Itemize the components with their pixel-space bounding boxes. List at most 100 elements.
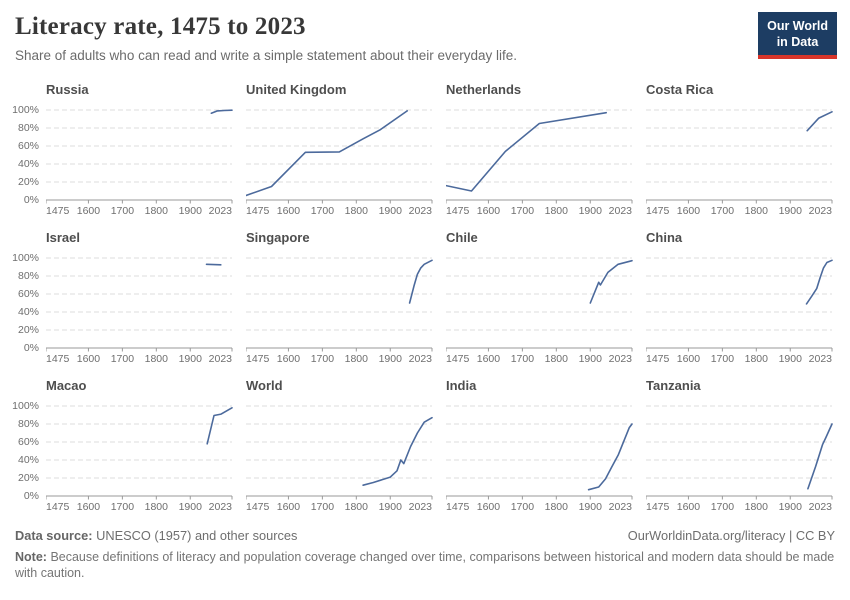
x-tick-label: 1475	[246, 353, 270, 365]
x-tick-label: 2023	[809, 353, 833, 365]
facet-plot: 1475 1600 1700 1800 1900 2023	[246, 257, 433, 365]
facet-russia: Russia 1475 1600 1700 1800 1900 2023	[46, 80, 233, 220]
y-tick-label: 40%	[17, 157, 39, 170]
x-tick-label: 1700	[111, 205, 135, 217]
facet-plot: 1475 1600 1700 1800 1900 2023	[46, 257, 233, 365]
footnote-text: Because definitions of literacy and popu…	[15, 550, 835, 581]
x-tick-label: 1700	[511, 205, 535, 217]
y-tick-label: 60%	[17, 139, 39, 152]
page-subtitle: Share of adults who can read and write a…	[15, 48, 518, 63]
x-tick-label: 1600	[477, 501, 501, 513]
x-tick-label: 1600	[277, 501, 301, 513]
data-line	[446, 111, 607, 192]
x-tick-label: 1700	[711, 205, 735, 217]
x-tick-label: 1800	[545, 205, 569, 217]
facet-title: China	[646, 230, 683, 245]
x-tick-label: 1600	[477, 353, 501, 365]
data-line	[587, 423, 633, 491]
chart-row: 0% 20% 40% 60% 80% 100% Russia 1475 1600 1700 1800…	[12, 80, 833, 220]
y-tick-label: 20%	[17, 323, 39, 336]
data-source: Data source: UNESCO (1957) and other sou…	[15, 528, 297, 543]
x-tick-label: 1900	[579, 501, 603, 513]
facet-plot: 1475 1600 1700 1800 1900 2023	[246, 405, 433, 513]
x-tick-label: 1600	[677, 205, 701, 217]
x-tick-label: 2023	[409, 353, 433, 365]
x-tick-label: 1475	[446, 501, 470, 513]
x-tick-label: 1700	[111, 501, 135, 513]
facet-china: China 1475 1600 1700 1800 1900 2023	[646, 228, 833, 368]
x-tick-label: 2023	[409, 205, 433, 217]
data-source-text: UNESCO (1957) and other sources	[96, 528, 298, 543]
owid-logo-line2: in Data	[776, 34, 819, 49]
data-line	[362, 416, 433, 486]
page-title: Literacy rate, 1475 to 2023	[15, 13, 306, 40]
x-tick-label: 1600	[77, 353, 101, 365]
facet-plot: 1475 1600 1700 1800 1900 2023	[446, 405, 633, 513]
x-tick-label: 2023	[609, 501, 633, 513]
x-tick-label: 2023	[409, 501, 433, 513]
x-tick-label: 1900	[179, 205, 203, 217]
x-tick-label: 1600	[477, 205, 501, 217]
x-tick-label: 1700	[511, 353, 535, 365]
facet-plot: 1475 1600 1700 1800 1900 2023	[46, 109, 233, 217]
facet-title: Tanzania	[646, 378, 701, 393]
attribution-link[interactable]: OurWorldinData.org/literacy | CC BY	[627, 528, 835, 543]
data-line	[246, 110, 408, 197]
x-tick-label: 1700	[311, 353, 335, 365]
facet-title: Netherlands	[446, 82, 522, 97]
x-tick-label: 1800	[345, 353, 369, 365]
y-tick-label: 80%	[17, 417, 39, 430]
y-axis-labels: 0% 20% 40% 60% 80% 100%	[12, 400, 42, 516]
x-tick-label: 1475	[646, 501, 670, 513]
x-tick-label: 1800	[145, 501, 169, 513]
facet-title: World	[246, 378, 283, 393]
data-source-label: Data source:	[15, 528, 93, 543]
facet-title: United Kingdom	[246, 82, 347, 97]
x-tick-label: 1800	[745, 353, 769, 365]
x-tick-label: 1475	[446, 353, 470, 365]
facet-netherlands: Netherlands 1475 1600 1700 1800 1900 2023	[446, 80, 633, 220]
x-tick-label: 1900	[579, 205, 603, 217]
x-tick-label: 1700	[711, 501, 735, 513]
facet-singapore: Singapore 1475 1600 1700 1800 1900 2023	[246, 228, 433, 368]
x-tick-label: 1475	[446, 205, 470, 217]
data-line	[408, 259, 433, 304]
x-tick-label: 1475	[246, 501, 270, 513]
x-tick-label: 2023	[609, 205, 633, 217]
x-tick-label: 1800	[145, 353, 169, 365]
x-tick-label: 1800	[745, 205, 769, 217]
chart-row: 0% 20% 40% 60% 80% 100% Macao 1475 1600 1700 1800 1…	[12, 376, 833, 516]
x-tick-label: 1900	[179, 353, 203, 365]
x-tick-label: 1700	[511, 501, 535, 513]
x-tick-label: 1800	[345, 501, 369, 513]
x-tick-label: 1475	[46, 353, 70, 365]
x-tick-label: 1800	[545, 501, 569, 513]
facet-title: Chile	[446, 230, 478, 245]
facet-costa-rica: Costa Rica 1475 1600 1700 1800 1900 2023	[646, 80, 833, 220]
data-line	[807, 423, 833, 490]
footnote-label: Note:	[15, 550, 47, 564]
chart-row: 0% 20% 40% 60% 80% 100% Israel 1475 1600 1700 1800…	[12, 228, 833, 368]
facet-tanzania: Tanzania 1475 1600 1700 1800 1900 2023	[646, 376, 833, 516]
facet-title: Israel	[46, 230, 80, 245]
small-multiples-grid: 0% 20% 40% 60% 80% 100% Russia 1475 1600 1700 1800…	[12, 80, 833, 524]
data-line	[210, 109, 233, 114]
y-tick-label: 100%	[12, 103, 39, 116]
x-tick-label: 1900	[779, 501, 803, 513]
facet-plot: 1475 1600 1700 1800 1900 2023	[46, 405, 233, 513]
x-tick-label: 1900	[379, 205, 403, 217]
x-tick-label: 2023	[609, 353, 633, 365]
x-tick-label: 1600	[77, 501, 101, 513]
x-tick-label: 1475	[646, 353, 670, 365]
x-tick-label: 1475	[246, 205, 270, 217]
y-tick-label: 20%	[17, 471, 39, 484]
x-tick-label: 1475	[46, 205, 70, 217]
chart-footer: Data source: UNESCO (1957) and other sou…	[15, 528, 835, 582]
x-tick-label: 1600	[677, 353, 701, 365]
x-tick-label: 2023	[209, 353, 233, 365]
x-tick-label: 1800	[545, 353, 569, 365]
x-tick-label: 1600	[277, 205, 301, 217]
x-tick-label: 1475	[646, 205, 670, 217]
x-tick-label: 1900	[779, 205, 803, 217]
y-tick-label: 0%	[23, 489, 39, 502]
